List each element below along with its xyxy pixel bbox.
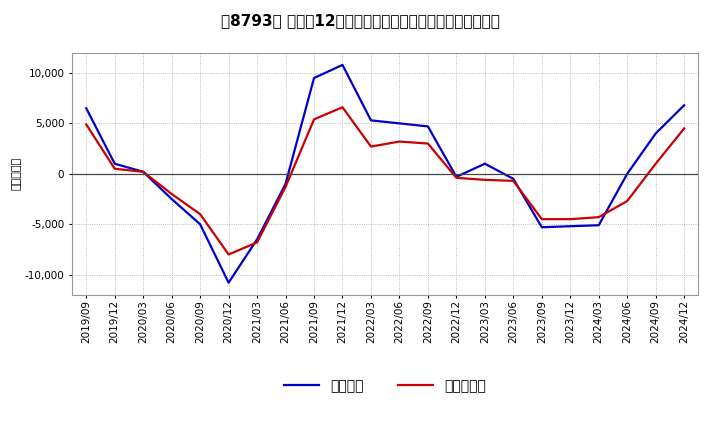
経常利益: [167, 196, 176, 202]
経常利益: [395, 121, 404, 126]
経常利益: [338, 62, 347, 67]
当期純利益: [110, 166, 119, 172]
当期純利益: [253, 240, 261, 245]
当期純利益: [139, 169, 148, 174]
経常利益: [139, 169, 148, 174]
経常利益: [82, 106, 91, 111]
Line: 当期純利益: 当期純利益: [86, 107, 684, 254]
Line: 経常利益: 経常利益: [86, 65, 684, 283]
当期純利益: [423, 141, 432, 146]
当期純利益: [167, 191, 176, 197]
当期純利益: [225, 252, 233, 257]
経常利益: [595, 223, 603, 228]
経常利益: [423, 124, 432, 129]
経常利益: [196, 222, 204, 227]
当期純利益: [537, 216, 546, 222]
経常利益: [509, 176, 518, 181]
当期純利益: [395, 139, 404, 144]
経常利益: [225, 280, 233, 286]
Text: ［8793］ 利益の12か月移動合計の対前年同期増減額の推移: ［8793］ 利益の12か月移動合計の対前年同期増減額の推移: [220, 13, 500, 28]
経常利益: [253, 237, 261, 242]
当期純利益: [282, 184, 290, 190]
経常利益: [282, 181, 290, 187]
経常利益: [537, 224, 546, 230]
当期純利益: [566, 216, 575, 222]
当期純利益: [452, 175, 461, 180]
当期純利益: [652, 161, 660, 166]
当期純利益: [680, 126, 688, 131]
当期純利益: [82, 122, 91, 127]
経常利益: [480, 161, 489, 166]
当期純利益: [338, 105, 347, 110]
経常利益: [680, 103, 688, 108]
経常利益: [623, 171, 631, 176]
Y-axis label: （百万円）: （百万円）: [12, 157, 22, 191]
当期純利益: [196, 212, 204, 217]
当期純利益: [366, 144, 375, 149]
経常利益: [310, 75, 318, 81]
当期純利益: [310, 117, 318, 122]
当期純利益: [480, 177, 489, 183]
当期純利益: [509, 178, 518, 183]
当期純利益: [623, 198, 631, 204]
経常利益: [110, 161, 119, 166]
経常利益: [652, 131, 660, 136]
当期純利益: [595, 215, 603, 220]
経常利益: [566, 224, 575, 229]
経常利益: [366, 118, 375, 123]
Legend: 経常利益, 当期純利益: 経常利益, 当期純利益: [284, 379, 486, 393]
経常利益: [452, 174, 461, 180]
